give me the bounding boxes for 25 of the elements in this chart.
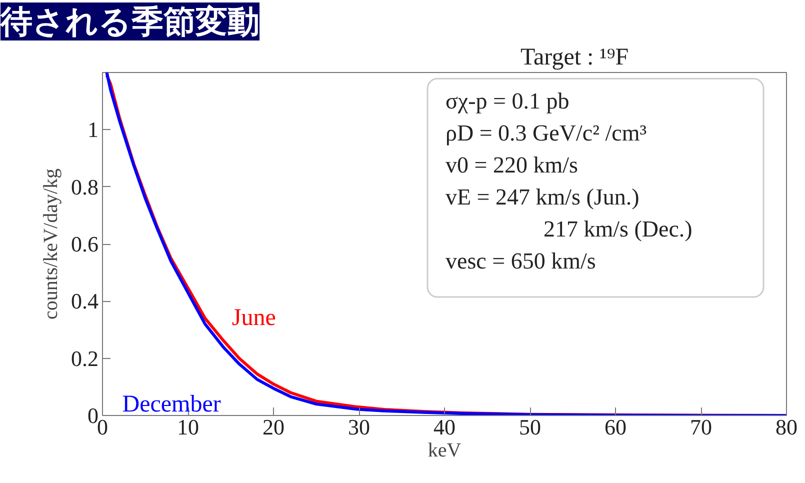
annotation: vesc = 650 km/s — [446, 248, 596, 274]
y-tick-label: 0.4 — [71, 288, 98, 314]
annotation: 217 km/s (Dec.) — [544, 216, 692, 242]
chart-title: 待される季節変動 — [0, 2, 260, 40]
annotation: ρD = 0.3 GeV/c² /cm³ — [446, 120, 647, 146]
y-tick-label: 0.6 — [71, 232, 98, 256]
y-axis-title: counts/keV/day/kg — [40, 168, 62, 320]
y-tick-label: 0.2 — [71, 346, 98, 371]
x-tick-label: 40 — [434, 414, 456, 440]
annotation: v0 = 220 km/s — [446, 152, 578, 178]
x-axis-title: keV — [428, 440, 462, 462]
series-label: December — [122, 391, 221, 418]
x-tick-label: 70 — [690, 414, 712, 440]
x-tick-label: 30 — [348, 414, 370, 440]
annotation: vE = 247 km/s (Jun.) — [446, 184, 640, 210]
y-tick-label: 1 — [88, 117, 98, 142]
x-tick-label: 80 — [776, 414, 798, 440]
x-tick-label: 50 — [519, 414, 541, 440]
x-tick-label: 60 — [604, 414, 626, 440]
x-tick-label: 10 — [177, 414, 199, 440]
annotation: σχ-p = 0.1 pb — [446, 88, 570, 114]
text: Target : ¹⁹F — [520, 44, 629, 70]
series-label: June — [232, 305, 276, 332]
y-tick-label: 0.8 — [71, 174, 98, 200]
x-tick-label: 20 — [262, 414, 284, 440]
